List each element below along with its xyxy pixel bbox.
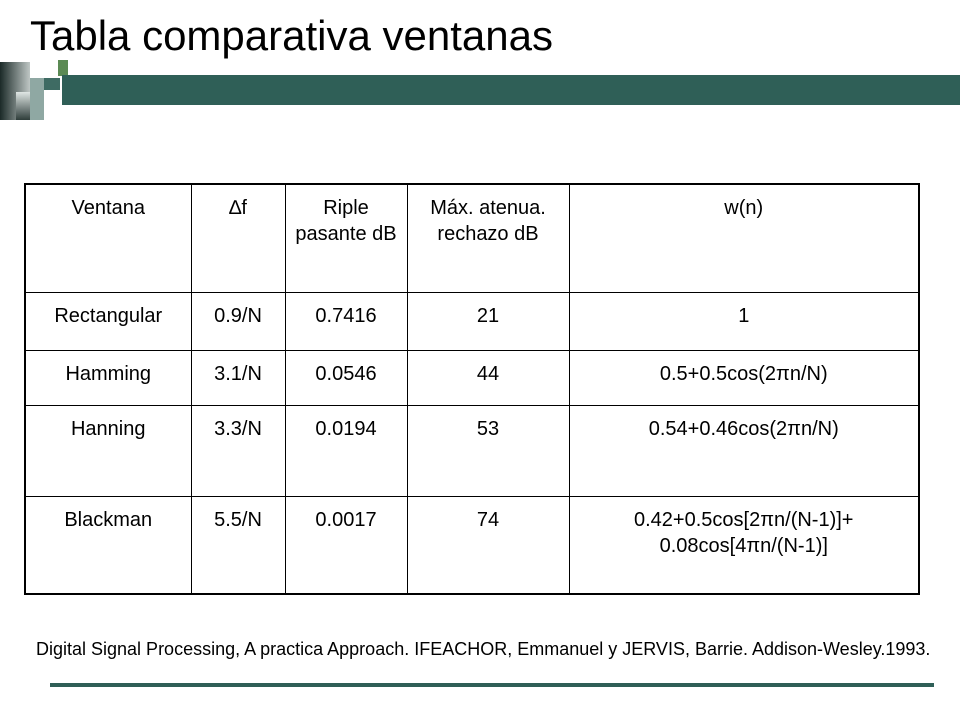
title-accent-bar: [62, 75, 960, 105]
table-cell: 0.42+0.5cos[2πn/(N-1)]+ 0.08cos[4πn/(N-1…: [568, 496, 920, 595]
citation-text: Digital Signal Processing, A practica Ap…: [36, 639, 931, 659]
table-cell: Rectangular: [24, 292, 192, 351]
table-cell: 0.0194: [284, 405, 408, 497]
table-row: Hamming 3.1/N 0.0546 44 0.5+0.5cos(2πn/N…: [24, 350, 920, 406]
header-cell-ventana: Ventana: [24, 183, 192, 293]
table-cell: 0.54+0.46cos(2πn/N): [568, 405, 920, 497]
table-cell: 0.5+0.5cos(2πn/N): [568, 350, 920, 406]
footer-divider: [50, 683, 934, 687]
table-cell: 3.3/N: [190, 405, 286, 497]
table-header-row: Ventana ∆f Riple pasante dB Máx. atenua.…: [24, 183, 920, 293]
header-cell-riple: Riple pasante dB: [284, 183, 408, 293]
table-cell: Blackman: [24, 496, 192, 595]
table-cell: 1: [568, 292, 920, 351]
table-row: Hanning 3.3/N 0.0194 53 0.54+0.46cos(2πn…: [24, 405, 920, 497]
decorative-square: [30, 78, 44, 120]
table-cell: 21: [406, 292, 570, 351]
decorative-square: [30, 62, 60, 76]
slide-title: Tabla comparativa ventanas: [30, 12, 553, 59]
decorative-square: [58, 60, 68, 76]
table-cell: 0.7416: [284, 292, 408, 351]
table-cell: 0.9/N: [190, 292, 286, 351]
comparison-table: Ventana ∆f Riple pasante dB Máx. atenua.…: [24, 183, 920, 595]
table-cell: 3.1/N: [190, 350, 286, 406]
header-cell-delta-f: ∆f: [190, 183, 286, 293]
header-cell-atenuacion: Máx. atenua. rechazo dB: [406, 183, 570, 293]
table-cell: 74: [406, 496, 570, 595]
table-cell: 0.0546: [284, 350, 408, 406]
decorative-square: [16, 92, 30, 120]
table-cell: 5.5/N: [190, 496, 286, 595]
table-cell: Hamming: [24, 350, 192, 406]
header-cell-wn: w(n): [568, 183, 920, 293]
table-cell: 0.0017: [284, 496, 408, 595]
table-cell: 53: [406, 405, 570, 497]
table-row: Rectangular 0.9/N 0.7416 21 1: [24, 292, 920, 351]
table-cell: Hanning: [24, 405, 192, 497]
decorative-square: [44, 78, 60, 90]
table-cell: 44: [406, 350, 570, 406]
table-row: Blackman 5.5/N 0.0017 74 0.42+0.5cos[2πn…: [24, 496, 920, 595]
